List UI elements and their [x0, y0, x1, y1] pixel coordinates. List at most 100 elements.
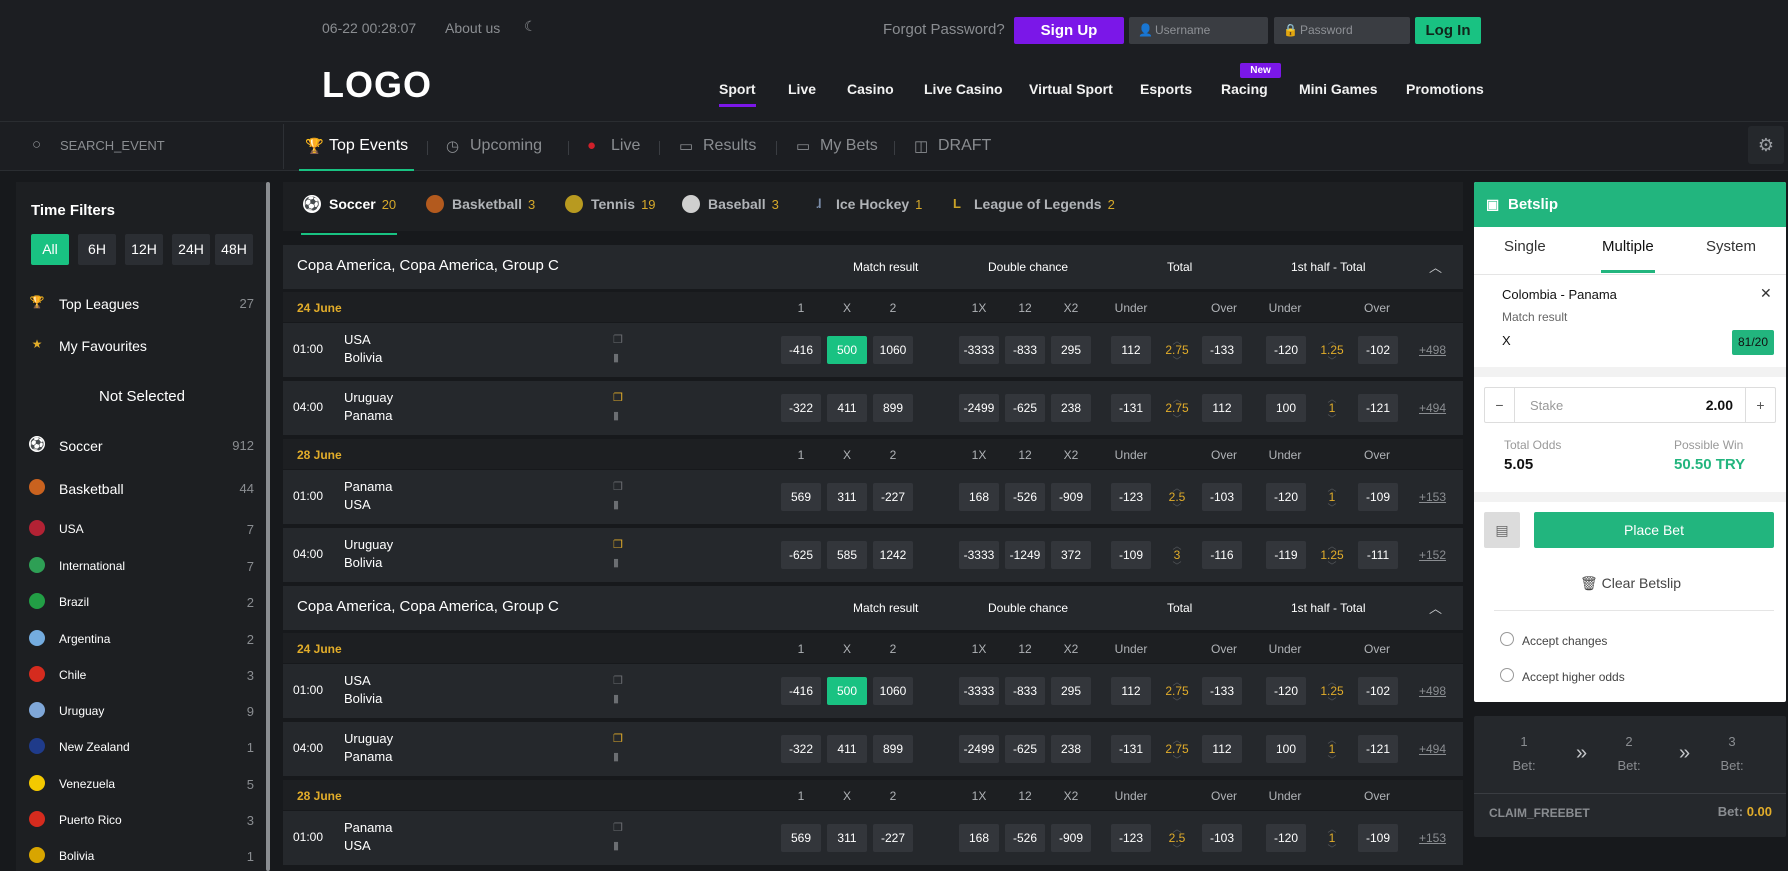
time-filter-48h[interactable]: 48H — [215, 234, 253, 265]
sidebar-item-chile[interactable]: Chile 3 — [16, 658, 268, 694]
chevron-down-icon[interactable]: ﹀ — [1327, 697, 1337, 707]
odds-button[interactable]: -123 — [1111, 483, 1151, 511]
stats-icon[interactable]: ▮ — [613, 499, 620, 511]
chevron-up-icon[interactable]: ︿ — [1172, 394, 1182, 404]
time-filter-all[interactable]: All — [31, 234, 69, 265]
odds-button[interactable]: -322 — [781, 394, 821, 422]
odds-button[interactable]: 569 — [781, 824, 821, 852]
sidebar-item-favourites[interactable]: ★ My Favourites — [16, 328, 268, 364]
moon-icon[interactable]: ☾ — [524, 18, 537, 34]
copy-icon[interactable]: ❐ — [613, 481, 623, 493]
odds-button[interactable]: -123 — [1111, 824, 1151, 852]
tab-live[interactable]: ● Live — [587, 137, 641, 154]
odds-button[interactable]: -909 — [1051, 824, 1091, 852]
odds-button[interactable]: -227 — [873, 483, 913, 511]
odds-button[interactable]: -3333 — [959, 336, 999, 364]
odds-button[interactable]: -2499 — [959, 394, 999, 422]
odds-button[interactable]: -102 — [1358, 336, 1398, 364]
tab-upcoming[interactable]: ◷ Upcoming — [446, 137, 543, 155]
odds-button[interactable]: 311 — [827, 824, 867, 852]
odds-button[interactable]: 569 — [781, 483, 821, 511]
more-markets-link[interactable]: +153 — [1419, 831, 1447, 845]
chevron-up-icon[interactable]: ︿ — [1327, 677, 1337, 687]
sidebar-item-argentina[interactable]: Argentina 2 — [16, 622, 268, 658]
match-row[interactable]: 04:00 Uruguay Bolivia ❐ ▮ -625 585 1242 -3333 -12… — [283, 528, 1463, 582]
document-icon[interactable]: ▤ — [1484, 512, 1520, 548]
odds-button[interactable]: -227 — [873, 824, 913, 852]
odds-button[interactable]: 100 — [1266, 394, 1306, 422]
chevron-down-icon[interactable]: ﹀ — [1327, 755, 1337, 765]
sport-tab-ice-hockey[interactable]: ɺ Ice Hockey 1 — [810, 196, 922, 212]
match-row[interactable]: 01:00 Panama USA ❐ ▮ 569 311 -227 168 -526 -909 -12… — [283, 470, 1463, 524]
odds-button[interactable]: -322 — [781, 735, 821, 763]
odds-button[interactable]: 112 — [1111, 336, 1151, 364]
sidebar-scrollbar[interactable] — [266, 182, 270, 871]
copy-icon[interactable]: ❐ — [613, 675, 623, 687]
nav-racing[interactable]: Racing — [1221, 81, 1268, 97]
chevron-up-icon[interactable]: ︿ — [1429, 601, 1443, 616]
password-input[interactable]: 🔒 Password — [1274, 17, 1410, 44]
copy-icon[interactable]: ❐ — [613, 392, 623, 404]
odds-button[interactable]: -103 — [1202, 483, 1242, 511]
chevron-down-icon[interactable]: ﹀ — [1327, 356, 1337, 366]
odds-button[interactable]: 500 — [827, 677, 867, 705]
copy-icon[interactable]: ❐ — [613, 334, 623, 346]
odds-button[interactable]: 311 — [827, 483, 867, 511]
odds-button[interactable]: -121 — [1358, 394, 1398, 422]
odds-button[interactable]: -625 — [1005, 735, 1045, 763]
more-markets-link[interactable]: +152 — [1419, 548, 1447, 562]
stats-icon[interactable]: ▮ — [613, 693, 620, 705]
tab-results[interactable]: ▭ Results — [679, 137, 757, 155]
close-icon[interactable]: ✕ — [1760, 285, 1772, 301]
tab-draft[interactable]: ◫ DRAFT — [914, 137, 992, 155]
odds-button[interactable]: -120 — [1266, 824, 1306, 852]
chevron-down-icon[interactable]: ﹀ — [1172, 356, 1182, 366]
tab-top-events[interactable]: 🏆 Top Events — [298, 137, 415, 171]
stats-icon[interactable]: ▮ — [613, 557, 620, 569]
chevron-down-icon[interactable]: ﹀ — [1327, 503, 1337, 513]
odds-button[interactable]: -526 — [1005, 824, 1045, 852]
odds-button[interactable]: 372 — [1051, 541, 1091, 569]
chevron-down-icon[interactable]: ﹀ — [1172, 844, 1182, 854]
more-markets-link[interactable]: +153 — [1419, 490, 1447, 504]
odds-button[interactable]: -109 — [1358, 824, 1398, 852]
more-markets-link[interactable]: +498 — [1419, 343, 1447, 357]
odds-button[interactable]: -833 — [1005, 677, 1045, 705]
chevron-down-icon[interactable]: ﹀ — [1172, 561, 1182, 571]
more-markets-link[interactable]: +498 — [1419, 684, 1447, 698]
match-row[interactable]: 01:00 USA Bolivia ❐ ▮ -416 500 1060 -3333 -833 295… — [283, 664, 1463, 718]
match-row[interactable]: 01:00 Panama USA ❐ ▮ 569 311 -227 168 -526 -909 -12… — [283, 811, 1463, 865]
odds-button[interactable]: 168 — [959, 483, 999, 511]
odds-button[interactable]: 112 — [1111, 677, 1151, 705]
sidebar-item-brazil[interactable]: Brazil 2 — [16, 585, 268, 621]
chevron-up-icon[interactable]: ︿ — [1327, 483, 1337, 493]
odds-button[interactable]: 1242 — [873, 541, 913, 569]
odds-button[interactable]: -131 — [1111, 735, 1151, 763]
copy-icon[interactable]: ❐ — [613, 733, 623, 745]
accept-changes-radio[interactable]: Accept changes — [1500, 632, 1607, 648]
sport-tab-soccer[interactable]: ⚽ Soccer 20 — [300, 195, 398, 235]
odds-button[interactable]: 899 — [873, 394, 913, 422]
chevron-down-icon[interactable]: ﹀ — [1172, 503, 1182, 513]
chevron-down-icon[interactable]: ﹀ — [1172, 755, 1182, 765]
sport-tab-basketball[interactable]: Basketball 3 — [426, 195, 535, 213]
sidebar-item-usa[interactable]: USA 7 — [16, 512, 268, 548]
odds-button[interactable]: 238 — [1051, 735, 1091, 763]
nav-virtual-sport[interactable]: Virtual Sport — [1029, 81, 1113, 97]
tab-my-bets[interactable]: ▭ My Bets — [796, 137, 878, 155]
chevron-down-icon[interactable]: ﹀ — [1172, 697, 1182, 707]
sidebar-item-new-zealand[interactable]: New Zealand 1 — [16, 730, 268, 766]
league-header[interactable]: Copa America, Copa America, Group C Match… — [283, 586, 1463, 630]
odds-button[interactable]: -103 — [1202, 824, 1242, 852]
odds-button[interactable]: 100 — [1266, 735, 1306, 763]
login-button[interactable]: Log In — [1415, 17, 1481, 44]
nav-esports[interactable]: Esports — [1140, 81, 1193, 97]
settings-gear-icon[interactable]: ⚙ — [1748, 126, 1784, 164]
claim-freebet-label[interactable]: CLAIM_FREEBET — [1489, 806, 1590, 820]
nav-promotions[interactable]: Promotions — [1406, 81, 1484, 97]
time-filter-6h[interactable]: 6H — [78, 234, 116, 265]
chevron-up-icon[interactable]: ︿ — [1327, 336, 1337, 346]
nav-live[interactable]: Live — [788, 81, 817, 97]
stats-icon[interactable]: ▮ — [613, 352, 620, 364]
forgot-password-link[interactable]: Forgot Password? — [883, 21, 1005, 38]
